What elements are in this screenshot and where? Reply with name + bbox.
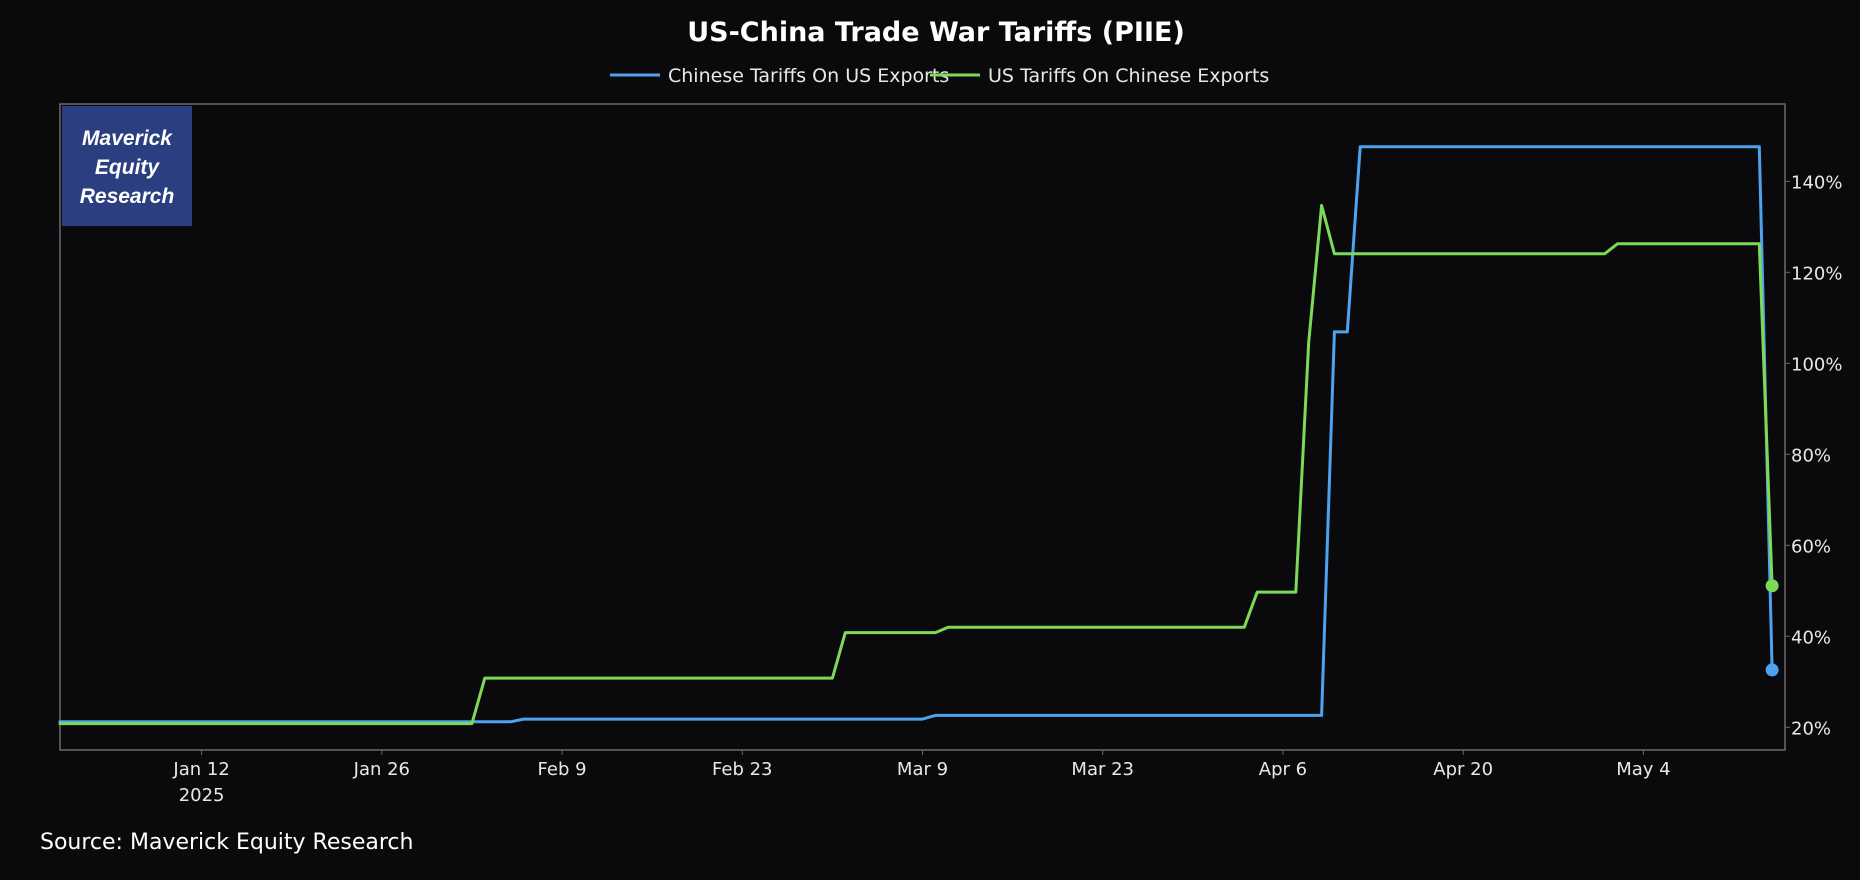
- x-tick-label: Mar 9: [897, 759, 948, 780]
- series-layer: [58, 145, 1779, 726]
- x-tick-label: Feb 9: [538, 759, 587, 780]
- x-tick-label: May 4: [1616, 759, 1670, 780]
- x-tick-label: Jan 12: [172, 759, 229, 780]
- x-tick-label: Apr 20: [1433, 759, 1493, 780]
- x-tick-label: Jan 26: [353, 759, 410, 780]
- legend-label-1: Chinese Tariffs On US Exports: [668, 65, 949, 87]
- y-tick-label: 140%: [1791, 172, 1842, 193]
- series-line-2: [58, 203, 1774, 726]
- brand-logo-box: [62, 106, 192, 226]
- series-end-marker-2: [1765, 579, 1779, 593]
- plot-area-frame: [59, 103, 1786, 751]
- y-tick-label: 40%: [1791, 627, 1831, 648]
- y-axis: 20% 40% 60% 80% 100% 120% 140%: [1785, 172, 1842, 739]
- series-end-marker-1: [1765, 663, 1779, 677]
- series-line-1: [58, 145, 1774, 724]
- x-tick-sublabel: 2025: [179, 785, 225, 806]
- y-tick-label: 80%: [1791, 445, 1831, 466]
- x-tick-label: Apr 6: [1259, 759, 1307, 780]
- brand-line-2: Equity: [95, 156, 160, 179]
- legend: Chinese Tariffs On US Exports US Tariffs …: [610, 65, 1269, 87]
- x-axis: Jan 12 2025 Jan 26 Feb 9 Feb 23 Mar 9 Mar 23 Ap…: [172, 750, 1671, 806]
- source-note: Source: Maverick Equity Research: [40, 830, 413, 855]
- chart-title: US-China Trade War Tariffs (PIIE): [687, 17, 1185, 48]
- y-tick-label: 100%: [1791, 354, 1842, 375]
- y-tick-label: 60%: [1791, 536, 1831, 557]
- legend-label-2: US Tariffs On Chinese Exports: [988, 65, 1269, 87]
- brand-line-1: Maverick: [82, 127, 173, 150]
- y-tick-label: 120%: [1791, 263, 1842, 284]
- x-tick-label: Feb 23: [712, 759, 773, 780]
- brand-logo: Maverick Equity Research: [62, 106, 192, 226]
- x-tick-label: Mar 23: [1071, 759, 1134, 780]
- brand-line-3: Research: [80, 185, 175, 208]
- y-tick-label: 20%: [1791, 718, 1831, 739]
